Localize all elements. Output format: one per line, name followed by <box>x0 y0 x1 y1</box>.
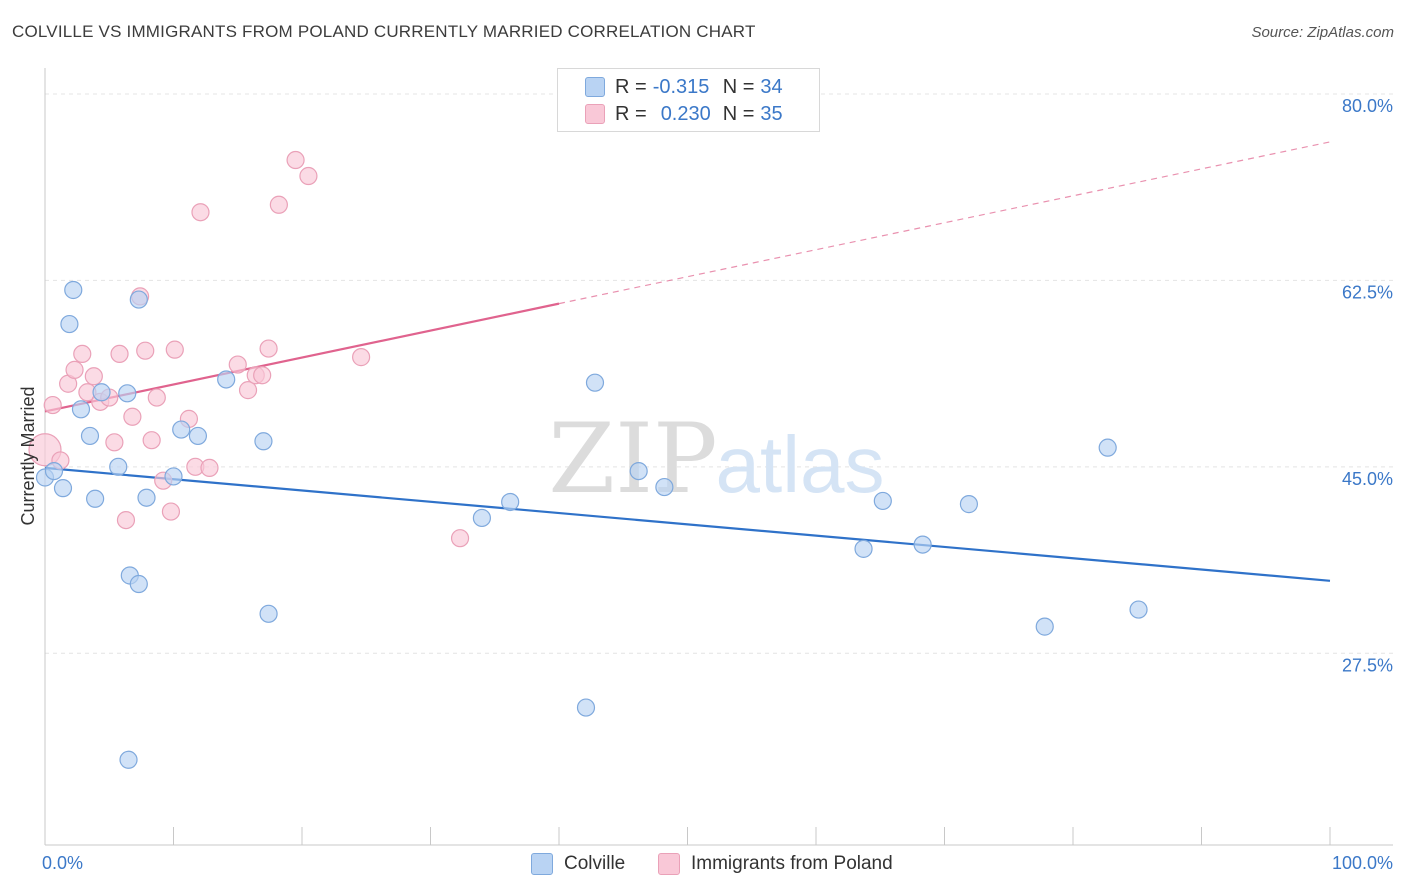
colville-point <box>64 280 83 300</box>
poland-point <box>147 388 166 407</box>
grid-lines <box>45 93 1393 654</box>
poland-point <box>238 381 258 400</box>
colville-point <box>60 314 79 334</box>
poland-point <box>105 433 124 452</box>
poland-point <box>253 366 272 385</box>
colville-point <box>53 479 73 498</box>
colville-point <box>913 535 932 554</box>
poland-point <box>259 339 278 358</box>
poland-point <box>286 150 305 170</box>
poland-point <box>43 395 62 415</box>
colville-point <box>71 400 91 419</box>
poland-point <box>165 340 184 359</box>
n-label: N = <box>722 102 755 125</box>
colville-point <box>217 370 236 389</box>
colville-point <box>188 426 208 446</box>
watermark: ZIP atlas <box>548 403 884 515</box>
data-points <box>28 150 1148 769</box>
poland-point <box>142 431 161 450</box>
x-tick-label: 100.0% <box>1332 853 1393 873</box>
colville-point <box>137 488 156 507</box>
colville-point <box>585 373 605 392</box>
colville-point <box>1129 600 1148 619</box>
watermark-atlas: atlas <box>716 420 885 509</box>
poland-point <box>269 195 288 214</box>
colville-point <box>92 383 111 402</box>
r-label: R = <box>615 75 647 98</box>
colville-point <box>109 457 128 476</box>
legend-row-poland: R = 0.230 N = 35 <box>585 102 783 126</box>
poland-r-value: 0.230 <box>660 102 711 125</box>
poland-n-value: 35 <box>760 102 783 125</box>
colville-point <box>129 574 148 594</box>
colville-point <box>172 420 191 439</box>
colville-point <box>576 698 596 717</box>
colville-point <box>854 539 873 558</box>
bottom-legend-poland: Immigrants from Poland <box>658 851 893 877</box>
poland-legend-swatch <box>658 853 680 875</box>
colville-point <box>86 489 105 508</box>
poland-point <box>116 510 136 530</box>
colville-point <box>1098 438 1117 457</box>
colville-trend-line <box>44 466 1331 582</box>
poland-point <box>200 458 219 477</box>
poland-point <box>65 360 84 379</box>
y-axis-label: Currently Married <box>18 386 38 525</box>
legend-row-colville: R = -0.315 N = 34 <box>585 75 783 99</box>
colville-point <box>44 461 64 481</box>
y-tick-label: 62.5% <box>1342 282 1393 302</box>
poland-point <box>161 502 181 521</box>
poland-point <box>73 344 92 364</box>
poland-point <box>450 529 470 548</box>
bottom-legend-colville: Colville <box>531 851 625 877</box>
colville-point <box>1035 617 1054 636</box>
r-label: R = <box>615 102 647 125</box>
colville-r-value: -0.315 <box>652 75 710 98</box>
source-label: Source: ZipAtlas.com <box>1251 24 1394 41</box>
poland-point <box>136 341 155 360</box>
colville-point <box>501 492 520 512</box>
y-tick-label: 80.0% <box>1342 96 1393 116</box>
poland-point <box>299 166 318 186</box>
colville-point <box>472 508 491 528</box>
colville-legend-swatch <box>531 853 553 875</box>
n-label: N = <box>722 75 755 98</box>
colville-point <box>164 467 183 486</box>
x-tick-label: 0.0% <box>42 853 83 873</box>
colville-point <box>80 426 100 446</box>
y-tick-label: 27.5% <box>1342 655 1393 675</box>
colville-swatch <box>585 77 605 97</box>
axis-labels: 27.5% 45.0% 62.5% 80.0% 0.0% 100.0% Currently … <box>18 96 1393 873</box>
chart-title: COLVILLE VS IMMIGRANTS FROM POLAND CURRE… <box>12 22 756 41</box>
watermark-zip: ZIP <box>548 403 717 515</box>
poland-trend-line-dashed <box>558 141 1331 305</box>
correlation-legend: R = -0.315 N = 34 R = 0.230 N = 35 <box>557 68 820 132</box>
poland-point <box>228 355 247 374</box>
colville-point <box>119 750 138 769</box>
y-tick-label: 45.0% <box>1342 469 1393 489</box>
poland-point <box>191 203 210 222</box>
poland-swatch <box>585 104 605 124</box>
colville-point <box>959 495 979 514</box>
colville-legend-label: Colville <box>564 853 626 874</box>
poland-point <box>110 344 129 364</box>
poland-point <box>123 407 142 426</box>
colville-point <box>629 461 648 481</box>
colville-point <box>254 432 273 451</box>
colville-point <box>118 384 137 403</box>
colville-point <box>129 290 148 309</box>
colville-point <box>873 491 892 511</box>
colville-point <box>655 477 674 497</box>
poland-point <box>84 367 103 386</box>
colville-point <box>259 604 278 623</box>
poland-point <box>352 348 371 367</box>
poland-legend-label: Immigrants from Poland <box>691 853 893 874</box>
colville-n-value: 34 <box>760 75 783 98</box>
